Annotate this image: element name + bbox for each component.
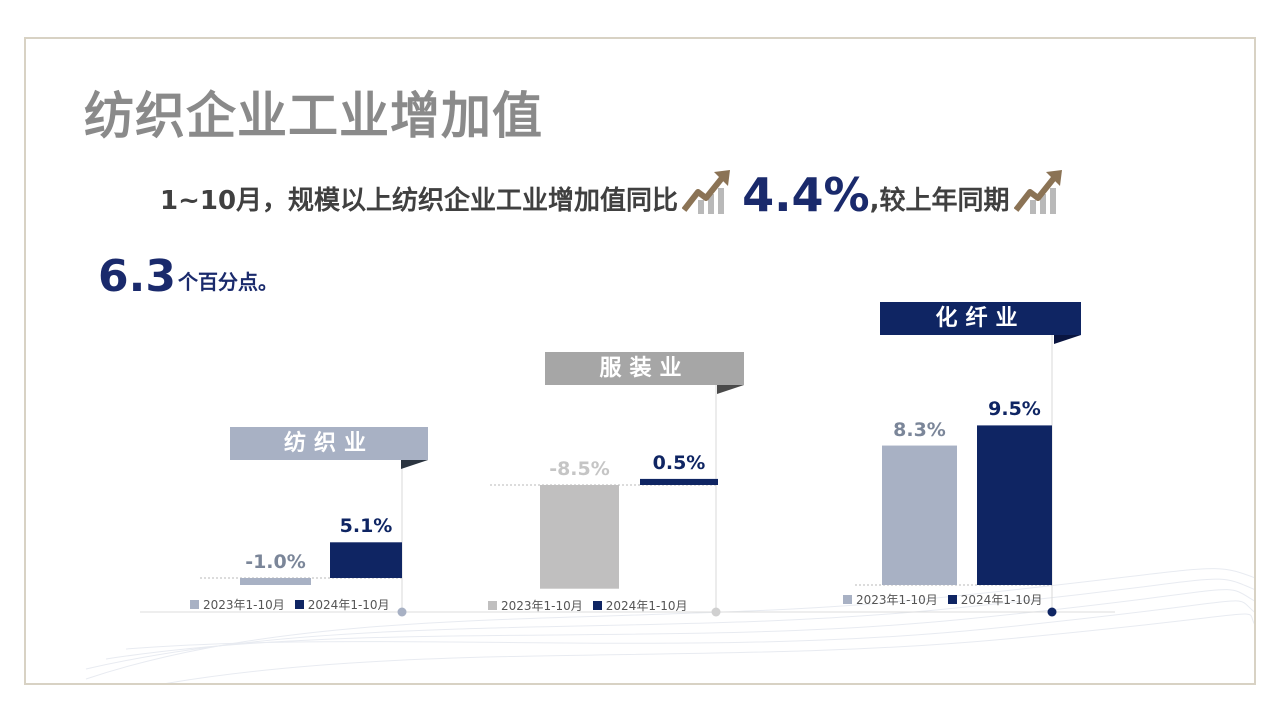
chart-legend: 2023年1-10月 2024年1-10月 [843, 591, 1043, 608]
legend-curr-year-swatch [592, 601, 602, 610]
bar-value-label: -8.5% [549, 458, 610, 480]
legend-prev-year-label: 2023年1-10月 [203, 598, 285, 612]
legend-curr-year-label: 2024年1-10月 [960, 593, 1043, 607]
bar-prev-year [540, 485, 619, 589]
legend-prev-year-label: 2023年1-10月 [856, 593, 938, 607]
summary-line-2: 6.3 个百分点。 [98, 255, 278, 299]
chart-legend: 2023年1-10月 2024年1-10月 [190, 596, 390, 613]
bar-curr-year [640, 478, 718, 485]
background-wave [85, 568, 1254, 683]
bar-value-label: 5.1% [339, 515, 393, 538]
title-fold-accent [717, 385, 744, 394]
growth-value: 4.4% [742, 168, 870, 222]
bar-prev-year [240, 578, 311, 585]
legend-prev-year-swatch [190, 600, 199, 609]
bar-value-label: -1.0% [245, 551, 306, 573]
gain-value: 6.3 [98, 251, 176, 302]
rising-arrow-chart-icon [1013, 170, 1062, 214]
summary-mid: ,较上年同期 [869, 186, 1010, 216]
bar-value-label: 0.5% [652, 451, 706, 474]
rising-arrow-chart-icon [682, 170, 731, 214]
axis-end-dot [711, 607, 721, 617]
legend-curr-year-swatch [947, 595, 957, 604]
bar-value-label: 8.3% [893, 418, 946, 441]
bar-prev-year [882, 445, 957, 585]
panel-title: 服装业 [545, 352, 744, 385]
legend-curr-year-label: 2024年1-10月 [605, 599, 688, 613]
panel-title: 纺织业 [230, 427, 428, 460]
title-fold-accent [401, 460, 428, 469]
summary-lead: 1~10月，规模以上纺织企业工业增加值同比 [160, 186, 679, 216]
legend-curr-year-swatch [294, 600, 304, 609]
page-title: 纺织企业工业增加值 [84, 87, 543, 145]
chart-legend: 2023年1-10月 2024年1-10月 [488, 597, 688, 614]
summary-tail: 个百分点。 [177, 270, 278, 294]
panel-title: 化纤业 [880, 302, 1081, 335]
title-fold-accent [1054, 335, 1081, 344]
legend-curr-year-label: 2024年1-10月 [307, 598, 390, 612]
bar-curr-year [977, 425, 1052, 585]
summary-line: 1~10月，规模以上纺织企业工业增加值同比 4.4% ,较上年同期 [160, 164, 1070, 224]
axis-end-dot [1047, 607, 1057, 617]
bar-curr-year [330, 542, 402, 578]
bar-value-label: 9.5% [988, 398, 1041, 421]
legend-prev-year-swatch [488, 601, 497, 610]
axis-end-dot [397, 607, 407, 617]
legend-prev-year-swatch [843, 595, 852, 604]
legend-prev-year-label: 2023年1-10月 [501, 599, 583, 613]
